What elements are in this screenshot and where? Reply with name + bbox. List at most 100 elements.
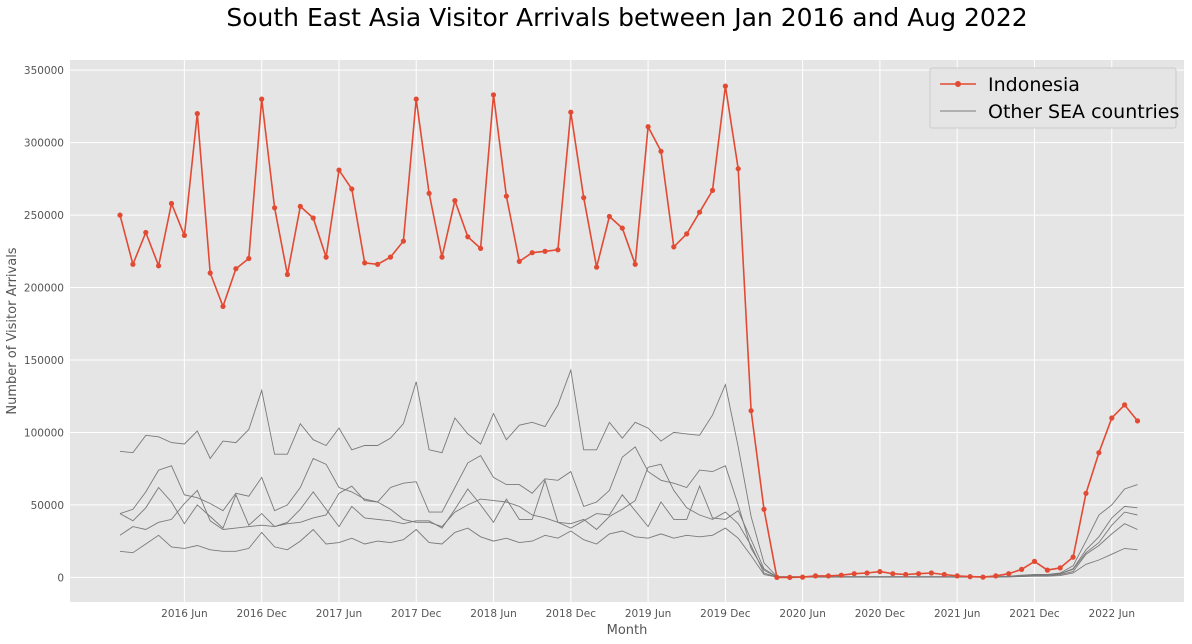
indonesia-point <box>503 193 509 199</box>
indonesia-point <box>1096 450 1102 456</box>
plot-area <box>70 60 1184 602</box>
indonesia-point <box>465 234 471 240</box>
indonesia-point <box>284 271 290 278</box>
x-tick-label: 2021 Dec <box>1009 608 1060 620</box>
y-tick-labels: 0 50000 100000 150000 200000 250000 300000 3500… <box>24 65 64 584</box>
x-tick-label: 2017 Jun <box>316 608 362 620</box>
indonesia-point <box>156 263 162 269</box>
indonesia-point <box>310 215 316 221</box>
indonesia-point <box>748 408 754 414</box>
x-tick-label: 2017 Dec <box>391 608 442 620</box>
indonesia-point <box>645 124 651 130</box>
y-axis-label: Number of Visitor Arrivals <box>5 247 20 414</box>
indonesia-point <box>1057 565 1063 571</box>
indonesia-point <box>581 195 587 201</box>
indonesia-point <box>722 83 729 89</box>
indonesia-point <box>877 569 883 575</box>
indonesia-point <box>413 96 419 102</box>
indonesia-point <box>1019 566 1025 573</box>
x-tick-label: 2021 Jun <box>934 608 980 620</box>
indonesia-point <box>555 247 561 253</box>
indonesia-point <box>594 264 600 270</box>
indonesia-point <box>349 186 355 192</box>
indonesia-point <box>246 255 252 262</box>
y-tick-label: 200000 <box>24 283 64 295</box>
indonesia-point <box>362 260 368 266</box>
indonesia-point <box>452 198 458 204</box>
indonesia-point <box>838 572 844 578</box>
indonesia-point <box>220 303 226 309</box>
indonesia-point <box>529 250 535 256</box>
y-tick-label: 350000 <box>24 65 64 77</box>
indonesia-point <box>297 203 303 209</box>
indonesia-point <box>825 573 832 579</box>
indonesia-point <box>954 573 960 579</box>
indonesia-point <box>259 96 265 102</box>
x-tick-label: 2020 Jun <box>779 608 825 620</box>
indonesia-point <box>632 261 638 267</box>
indonesia-point <box>1109 415 1115 421</box>
indonesia-point <box>117 212 123 218</box>
indonesia-point <box>800 574 806 580</box>
legend-others-label: Other SEA countries <box>988 101 1179 123</box>
y-tick-label: 250000 <box>24 210 64 222</box>
chart-title: South East Asia Visitor Arrivals between… <box>226 3 1027 32</box>
indonesia-point <box>336 167 342 173</box>
indonesia-point <box>761 506 767 512</box>
indonesia-point <box>194 111 200 117</box>
indonesia-point <box>619 225 625 231</box>
x-tick-label: 2019 Jun <box>625 608 671 620</box>
indonesia-point <box>967 574 973 580</box>
indonesia-point <box>774 574 780 581</box>
y-tick-label: 300000 <box>24 138 64 150</box>
indonesia-point <box>1044 567 1050 573</box>
indonesia-point <box>568 109 574 115</box>
indonesia-point <box>903 571 909 578</box>
legend-indonesia-label: Indonesia <box>988 74 1080 96</box>
x-tick-labels: 2016 Jun 2016 Dec 2017 Jun 2017 Dec 2018 Jun… <box>161 608 1135 620</box>
y-tick-label: 0 <box>57 572 64 584</box>
legend: Indonesia Other SEA countries <box>929 67 1179 129</box>
indonesia-point <box>671 244 677 250</box>
indonesia-point <box>916 571 922 577</box>
indonesia-point <box>439 254 445 260</box>
indonesia-point <box>1083 490 1089 496</box>
indonesia-point <box>207 270 213 276</box>
x-tick-label: 2016 Jun <box>161 608 207 620</box>
x-tick-label: 2020 Dec <box>855 608 906 620</box>
x-tick-label: 2019 Dec <box>700 608 751 620</box>
indonesia-point <box>812 573 819 579</box>
indonesia-point <box>864 570 870 576</box>
indonesia-point <box>143 229 149 236</box>
indonesia-point <box>400 238 406 244</box>
indonesia-point <box>323 254 329 260</box>
y-tick-label: 100000 <box>24 427 64 439</box>
indonesia-point <box>1134 418 1141 424</box>
grid <box>70 60 1184 602</box>
x-tick-label: 2018 Jun <box>470 608 516 620</box>
indonesia-point <box>233 266 239 272</box>
indonesia-point <box>387 254 394 260</box>
indonesia-point <box>1070 554 1076 560</box>
indonesia-point <box>478 245 484 251</box>
y-tick-label: 50000 <box>31 500 64 512</box>
indonesia-point <box>606 213 613 220</box>
x-tick-label: 2016 Dec <box>236 608 287 620</box>
indonesia-point <box>1122 402 1128 408</box>
x-axis-label: Month <box>607 623 648 638</box>
indonesia-point <box>980 574 986 580</box>
indonesia-point <box>993 573 999 579</box>
indonesia-point <box>490 92 497 98</box>
x-tick-label: 2018 Dec <box>546 608 597 620</box>
indonesia-point <box>787 574 793 581</box>
indonesia-point <box>890 571 896 577</box>
indonesia-point <box>130 261 136 267</box>
indonesia-point <box>709 187 716 193</box>
indonesia-point <box>1031 558 1038 565</box>
indonesia-point <box>735 166 741 172</box>
series-layer <box>117 83 1141 581</box>
indonesia-point <box>697 209 703 215</box>
y-tick-label: 150000 <box>24 355 64 367</box>
indonesia-point <box>658 148 664 154</box>
